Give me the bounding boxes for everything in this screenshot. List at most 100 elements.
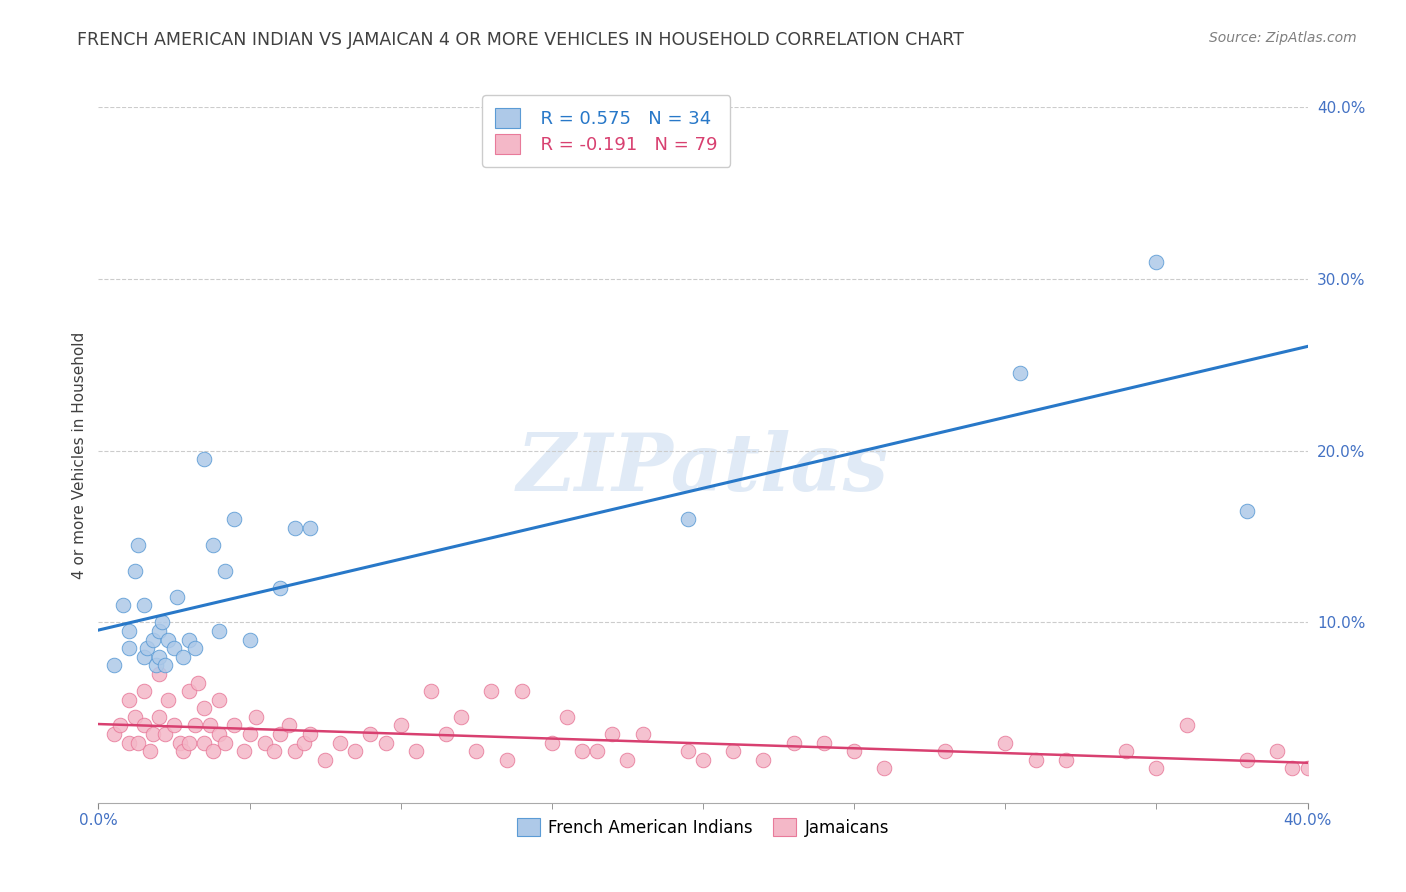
Point [1236,504,1258,518]
Point [873,761,896,775]
Point [108,718,131,732]
Point [277,718,299,732]
Point [434,727,457,741]
Point [124,710,146,724]
Point [692,753,714,767]
Point [148,710,170,724]
Point [1267,744,1289,758]
Point [156,692,179,706]
Point [172,744,194,758]
Point [127,736,149,750]
Point [374,736,396,750]
Point [253,736,276,750]
Point [1010,367,1032,381]
Point [132,649,155,664]
Point [172,649,194,664]
Point [481,684,503,698]
Point [232,744,254,758]
Point [292,736,315,750]
Point [555,710,578,724]
Point [934,744,956,758]
Point [299,727,322,741]
Point [118,692,141,706]
Point [208,727,231,741]
Point [269,727,291,741]
Point [1054,753,1077,767]
Point [1024,753,1046,767]
Point [783,736,806,750]
Point [169,736,191,750]
Point [132,684,155,698]
Point [813,736,835,750]
Point [1115,744,1137,758]
Legend: French American Indians, Jamaicans: French American Indians, Jamaicans [510,811,896,843]
Point [202,744,225,758]
Point [148,624,170,638]
Point [208,692,231,706]
Point [314,753,336,767]
Point [1296,761,1319,775]
Point [269,581,291,595]
Point [132,599,155,613]
Point [224,512,246,526]
Text: ZIPatlas: ZIPatlas [517,430,889,508]
Point [187,675,209,690]
Point [118,736,141,750]
Point [118,641,141,656]
Point [389,718,412,732]
Point [111,599,134,613]
Point [284,521,307,535]
Point [214,736,236,750]
Text: FRENCH AMERICAN INDIAN VS JAMAICAN 4 OR MORE VEHICLES IN HOUSEHOLD CORRELATION C: FRENCH AMERICAN INDIAN VS JAMAICAN 4 OR … [77,31,965,49]
Point [676,744,699,758]
Point [284,744,307,758]
Point [103,658,125,673]
Text: Source: ZipAtlas.com: Source: ZipAtlas.com [1209,31,1357,45]
Point [132,718,155,732]
Point [1144,761,1167,775]
Point [166,590,188,604]
Point [676,512,699,526]
Point [1144,254,1167,268]
Point [153,727,176,741]
Point [208,624,231,638]
Point [360,727,382,741]
Point [127,538,149,552]
Point [135,641,157,656]
Point [510,684,533,698]
Point [631,727,654,741]
Point [193,736,215,750]
Point [148,649,170,664]
Point [224,718,246,732]
Point [103,727,125,741]
Point [420,684,443,698]
Point [239,632,262,647]
Point [540,736,562,750]
Point [184,641,207,656]
Point [723,744,745,758]
Point [179,684,201,698]
Point [179,736,201,750]
Point [299,521,322,535]
Point [193,701,215,715]
Point [150,615,173,630]
Point [179,632,201,647]
Point [245,710,267,724]
Point [184,718,207,732]
Point [1281,761,1303,775]
Point [163,718,186,732]
Point [139,744,162,758]
Point [571,744,593,758]
Point [145,658,167,673]
Point [1236,753,1258,767]
Point [239,727,262,741]
Point [163,641,186,656]
Point [153,658,176,673]
Point [616,753,638,767]
Point [124,564,146,578]
Point [752,753,775,767]
Point [193,452,215,467]
Point [142,632,165,647]
Point [495,753,517,767]
Point [118,624,141,638]
